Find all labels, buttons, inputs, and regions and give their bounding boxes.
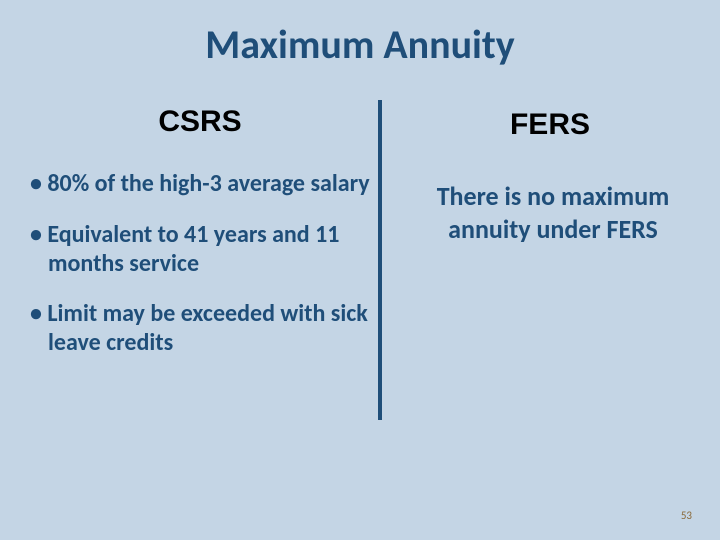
- slide-title: Maximum Annuity: [0, 20, 720, 69]
- left-column-header: CSRS: [60, 105, 340, 139]
- column-divider: [378, 100, 382, 420]
- bullet-item: Limit may be exceeded with sick leave cr…: [30, 300, 370, 358]
- page-number: 53: [681, 509, 692, 522]
- right-column-header: FERS: [410, 108, 690, 142]
- left-bullet-list: 80% of the high-3 average salary Equival…: [30, 170, 370, 380]
- bullet-item: Equivalent to 41 years and 11 months ser…: [30, 221, 370, 279]
- right-column-text: There is no maximum annuity under FERS: [408, 180, 698, 245]
- slide: Maximum Annuity CSRS FERS 80% of the hig…: [0, 0, 720, 540]
- bullet-item: 80% of the high-3 average salary: [30, 170, 370, 199]
